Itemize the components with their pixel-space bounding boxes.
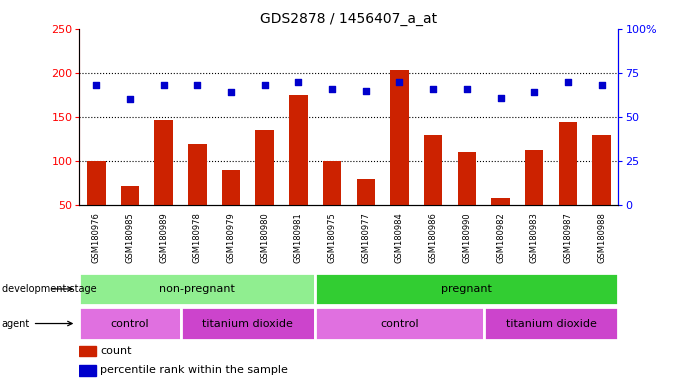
Bar (79, 273, 315, 305)
Bar (79, 346, 95, 356)
Text: non-pregnant: non-pregnant (160, 284, 236, 294)
Point (158, 82, 169, 88)
Point (596, 82, 607, 88)
Text: titanium dioxide: titanium dioxide (202, 318, 294, 329)
Point (293, 79, 304, 85)
Text: GSM180987: GSM180987 (563, 212, 572, 263)
Bar (357, 179, 375, 205)
Point (327, 86, 338, 92)
Point (428, 86, 439, 92)
Point (124, 96, 135, 103)
Text: GSM180984: GSM180984 (395, 212, 404, 263)
Bar (188, 144, 207, 205)
Bar (87, 161, 106, 205)
Bar (256, 130, 274, 205)
Text: GSM180988: GSM180988 (597, 212, 606, 263)
Text: GSM180978: GSM180978 (193, 212, 202, 263)
Text: control: control (111, 318, 149, 329)
Bar (525, 150, 544, 205)
Bar (315, 273, 618, 305)
Text: GSM180986: GSM180986 (428, 212, 437, 263)
Point (360, 88, 371, 94)
Bar (289, 95, 307, 205)
Text: titanium dioxide: titanium dioxide (506, 318, 596, 329)
Text: agent: agent (1, 318, 72, 329)
Bar (558, 121, 577, 205)
Bar (222, 170, 240, 205)
Point (259, 82, 270, 88)
Point (91, 82, 102, 88)
Bar (154, 120, 173, 205)
Text: GSM180977: GSM180977 (361, 212, 370, 263)
Bar (484, 307, 618, 340)
Text: GSM180981: GSM180981 (294, 212, 303, 263)
Bar (390, 70, 409, 205)
Title: GDS2878 / 1456407_a_at: GDS2878 / 1456407_a_at (261, 12, 437, 26)
Text: pregnant: pregnant (442, 284, 492, 294)
Text: count: count (100, 346, 131, 356)
Text: control: control (380, 318, 419, 329)
Point (394, 79, 405, 85)
Bar (180, 307, 315, 340)
Text: percentile rank within the sample: percentile rank within the sample (100, 365, 288, 375)
Bar (424, 135, 442, 205)
Text: GSM180975: GSM180975 (328, 212, 337, 263)
Bar (457, 152, 476, 205)
Point (462, 86, 473, 92)
Text: GSM180982: GSM180982 (496, 212, 505, 263)
Text: GSM180983: GSM180983 (530, 212, 539, 263)
Text: GSM180989: GSM180989 (159, 212, 168, 263)
Bar (79, 307, 180, 340)
Bar (491, 199, 510, 205)
Text: development stage: development stage (1, 284, 96, 294)
Point (225, 89, 236, 96)
Text: GSM180980: GSM180980 (261, 212, 269, 263)
Bar (592, 135, 611, 205)
Point (192, 82, 203, 88)
Text: GSM180979: GSM180979 (227, 212, 236, 263)
Bar (323, 161, 341, 205)
Text: GSM180976: GSM180976 (92, 212, 101, 263)
Bar (121, 186, 140, 205)
Text: GSM180985: GSM180985 (126, 212, 135, 263)
Point (562, 79, 574, 85)
Bar (315, 307, 484, 340)
Bar (79, 365, 95, 376)
Point (495, 94, 506, 101)
Text: GSM180990: GSM180990 (462, 212, 471, 263)
Point (529, 89, 540, 96)
